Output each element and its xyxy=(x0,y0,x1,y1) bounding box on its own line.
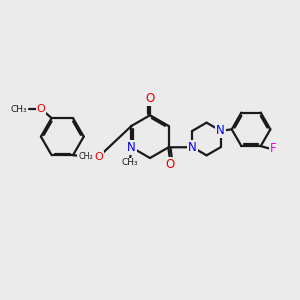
Text: O: O xyxy=(146,92,154,105)
Text: CH₂: CH₂ xyxy=(78,152,93,161)
Text: O: O xyxy=(94,152,103,162)
Text: O: O xyxy=(165,158,175,171)
Text: N: N xyxy=(216,124,225,137)
Text: N: N xyxy=(127,141,136,154)
Text: F: F xyxy=(270,142,276,155)
Text: O: O xyxy=(37,104,46,114)
Text: CH₃: CH₃ xyxy=(122,158,138,167)
Text: N: N xyxy=(188,141,197,154)
Text: CH₃: CH₃ xyxy=(11,105,27,114)
